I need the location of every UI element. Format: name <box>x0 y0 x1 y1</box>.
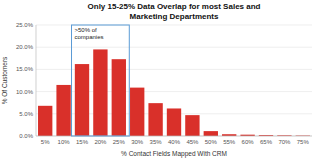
y-tick-label: 0.0% <box>19 133 33 139</box>
x-tick-label: 65% <box>260 139 273 145</box>
x-tick-label: 60% <box>242 139 255 145</box>
grid-line <box>36 47 312 48</box>
x-tick-label: 35% <box>150 139 163 145</box>
bar <box>167 108 181 136</box>
bar <box>185 115 199 136</box>
x-tick-label: 50% <box>205 139 218 145</box>
x-tick-label: 15% <box>76 139 89 145</box>
x-tick-label: 75% <box>297 139 310 145</box>
bar <box>75 64 89 136</box>
title-line: Only 15-25% Data Overlap for most Sales … <box>88 2 261 11</box>
grid <box>36 25 312 136</box>
annotation: >50% ofcompanies <box>75 27 104 40</box>
x-tick-label: 55% <box>223 139 236 145</box>
y-axis-line <box>36 25 37 136</box>
x-axis-label: % Contact Fields Mapped With CRM <box>121 150 227 158</box>
chart: 0.0% 5.0% 10.0% 15.0% 20.0% 25.0% 5% 10% 15% 20% 2… <box>0 0 318 159</box>
y-axis-label: % Of Customers <box>1 56 8 104</box>
bar <box>38 106 52 136</box>
y-tick-label: 10.0% <box>16 89 34 95</box>
y-tick-label: 5.0% <box>19 111 33 117</box>
bar <box>204 131 218 136</box>
x-tick-label: 5% <box>41 139 50 145</box>
x-tick-label: 45% <box>186 139 199 145</box>
x-tick-label: 30% <box>131 139 144 145</box>
y-tick-label: 25.0% <box>16 22 34 28</box>
bar <box>56 85 70 136</box>
highlight-box <box>72 25 130 136</box>
bar <box>148 103 162 136</box>
annotation-line: >50% of <box>75 27 98 33</box>
x-tick-label: 25% <box>113 139 126 145</box>
bars <box>38 49 310 136</box>
bar <box>130 88 144 136</box>
title: Only 15-25% Data Overlap for most Sales … <box>88 2 261 21</box>
y-tick-label: 20.0% <box>16 44 34 50</box>
x-tick-label: 20% <box>94 139 107 145</box>
y-tick-label: 15.0% <box>16 66 34 72</box>
annotation-line: companies <box>75 34 104 40</box>
bar <box>93 49 107 136</box>
x-tick-label: 70% <box>278 139 291 145</box>
title-line: Marketing Departments <box>130 12 219 21</box>
x-tick-label: 40% <box>168 139 181 145</box>
x-tick-label: 10% <box>58 139 71 145</box>
bar <box>112 59 126 136</box>
